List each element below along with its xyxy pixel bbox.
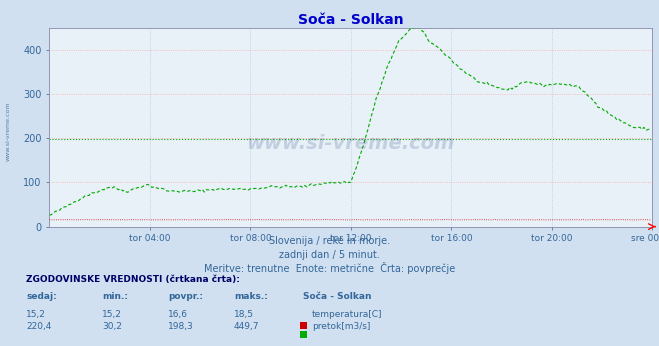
Text: povpr.:: povpr.: [168,292,203,301]
Text: 18,5: 18,5 [234,310,254,319]
Text: temperatura[C]: temperatura[C] [312,310,382,319]
Text: 220,4: 220,4 [26,322,52,331]
Text: ZGODOVINSKE VREDNOSTI (črtkana črta):: ZGODOVINSKE VREDNOSTI (črtkana črta): [26,275,241,284]
Text: 30,2: 30,2 [102,322,122,331]
Text: maks.:: maks.: [234,292,268,301]
Text: 16,6: 16,6 [168,310,188,319]
Text: min.:: min.: [102,292,128,301]
Text: 15,2: 15,2 [102,310,122,319]
Text: 15,2: 15,2 [26,310,46,319]
Text: zadnji dan / 5 minut.: zadnji dan / 5 minut. [279,250,380,260]
Text: 449,7: 449,7 [234,322,260,331]
Text: pretok[m3/s]: pretok[m3/s] [312,322,370,331]
Text: Soča - Solkan: Soča - Solkan [303,292,372,301]
Text: Meritve: trenutne  Enote: metrične  Črta: povprečje: Meritve: trenutne Enote: metrične Črta: … [204,262,455,274]
Text: www.si-vreme.com: www.si-vreme.com [5,102,11,161]
Text: Slovenija / reke in morje.: Slovenija / reke in morje. [269,236,390,246]
Text: 198,3: 198,3 [168,322,194,331]
Text: www.si-vreme.com: www.si-vreme.com [246,134,455,153]
Text: sedaj:: sedaj: [26,292,57,301]
Title: Soča - Solkan: Soča - Solkan [298,12,404,27]
